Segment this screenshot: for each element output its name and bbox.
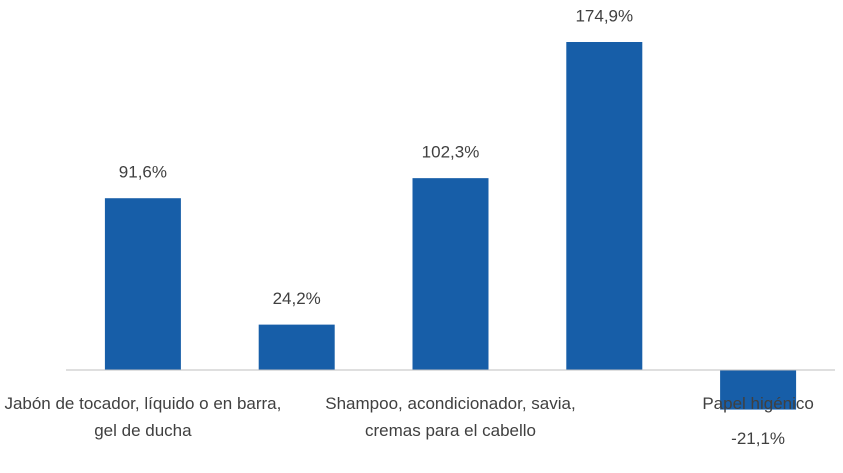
data-label: -21,1%	[731, 429, 785, 448]
bar	[566, 42, 643, 370]
data-label: 102,3%	[422, 143, 480, 162]
data-label: 91,6%	[119, 163, 167, 182]
x-tick-label: Jabón de tocador, líquido o en barra, ge…	[4, 394, 282, 440]
bar	[720, 370, 797, 410]
data-label: 24,2%	[273, 289, 321, 308]
x-tick-label: Shampoo, acondicionador, savia, cremas p…	[325, 394, 576, 440]
data-label: 174,9%	[575, 6, 633, 25]
bar	[104, 198, 181, 370]
bar	[412, 178, 489, 370]
bar	[258, 324, 335, 370]
x-tick-label: Papel higénico	[702, 394, 814, 413]
